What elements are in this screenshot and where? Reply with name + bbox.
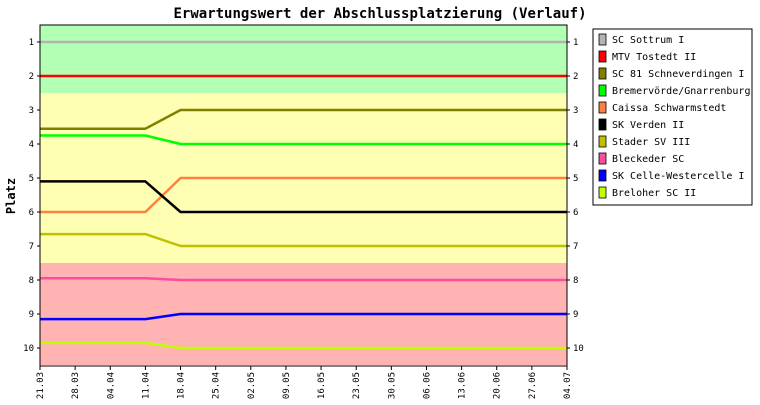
y-tick-label-left: 8 — [29, 276, 34, 286]
legend-swatch — [598, 186, 607, 199]
y-tick-label-right: 9 — [573, 310, 578, 320]
y-tick-label-right: 10 — [573, 344, 584, 354]
legend-label: Caissa Schwarmstedt — [612, 103, 726, 114]
x-tick-label: 27.06 — [528, 372, 538, 399]
x-tick-label: 30.05 — [387, 372, 397, 399]
x-tick-label: 11.04 — [141, 372, 151, 399]
legend-swatch — [598, 169, 607, 182]
series-line-6 — [40, 180, 567, 214]
legend-swatch — [598, 50, 607, 63]
legend-swatch — [598, 67, 607, 80]
series-line-3 — [40, 108, 567, 130]
legend-label: SK Celle-Westercelle I — [612, 171, 744, 182]
legend-swatch — [598, 118, 607, 131]
y-tick-label-left: 6 — [29, 208, 34, 218]
y-tick-label-left: 9 — [29, 310, 34, 320]
y-tick-label-left: 4 — [29, 140, 34, 150]
y-tick-label-right: 5 — [573, 174, 578, 184]
legend-label: Bleckeder SC — [612, 154, 684, 165]
legend-swatch — [598, 152, 607, 165]
x-tick-label: 09.05 — [282, 372, 292, 399]
series-line-5 — [40, 176, 567, 214]
x-tick-label: 13.06 — [458, 372, 468, 399]
y-tick-label-right: 3 — [573, 106, 578, 116]
legend-swatch — [598, 33, 607, 46]
legend-swatch — [598, 135, 607, 148]
series-line-7 — [40, 232, 567, 248]
x-tick-label: 18.04 — [177, 372, 187, 399]
series-line-10 — [40, 341, 567, 350]
y-tick-label-left: 2 — [29, 72, 34, 82]
legend-label: SK Verden II — [612, 120, 684, 131]
series-line-8 — [40, 277, 567, 282]
x-tick-label: 28.03 — [71, 372, 81, 399]
x-tick-label: 25.04 — [212, 372, 222, 399]
chart-title: Erwartungswert der Abschlussplatzierung … — [173, 6, 586, 22]
x-tick-label: 21.03 — [36, 372, 46, 399]
y-tick-label-right: 2 — [573, 72, 578, 82]
y-tick-label-right: 6 — [573, 208, 578, 218]
x-tick-label: 06.06 — [422, 372, 432, 399]
y-tick-label-right: 4 — [573, 140, 578, 150]
y-tick-label-left: 10 — [23, 344, 34, 354]
legend-label: Stader SV III — [612, 137, 690, 148]
y-tick-label-left: 1 — [29, 38, 34, 48]
x-tick-label: 20.06 — [493, 372, 503, 399]
x-tick-label: 02.05 — [247, 372, 257, 399]
series-line-9 — [40, 312, 567, 321]
y-tick-label-right: 8 — [573, 276, 578, 286]
y-tick-label-left: 7 — [29, 242, 34, 252]
y-tick-label-left: 5 — [29, 174, 34, 184]
legend-label: MTV Tostedt II — [612, 52, 696, 63]
legend-box — [592, 28, 753, 206]
plot-area: 1 1 2 2 3 3 4 4 5 5 6 6 7 7 8 8 9 9 10 10 21.03 28.03 04.04 11.… — [23, 24, 584, 399]
legend-label: Bremervörde/Gnarrenburg — [612, 86, 750, 97]
series-line-4 — [40, 134, 567, 146]
legend-label: SC Sottrum I — [612, 35, 684, 46]
plot-frame — [39, 24, 568, 367]
y-tick-label-left: 3 — [29, 106, 34, 116]
y-axis-label: Platz — [4, 178, 18, 214]
x-tick-label: 16.05 — [317, 372, 327, 399]
legend: SC Sottrum I MTV Tostedt II SC 81 Schnever… — [592, 28, 753, 206]
x-tick-label: 04.04 — [106, 372, 116, 399]
y-tick-label-right: 7 — [573, 242, 578, 252]
x-tick-label: 04.07 — [563, 372, 573, 399]
legend-swatch — [598, 101, 607, 114]
background-band-0 — [40, 25, 567, 93]
legend-label: SC 81 Schneverdingen I — [612, 69, 744, 80]
legend-swatch — [598, 84, 607, 97]
x-tick-label: 23.05 — [352, 372, 362, 399]
y-tick-label-right: 1 — [573, 38, 578, 48]
legend-label: Breloher SC II — [612, 188, 696, 199]
